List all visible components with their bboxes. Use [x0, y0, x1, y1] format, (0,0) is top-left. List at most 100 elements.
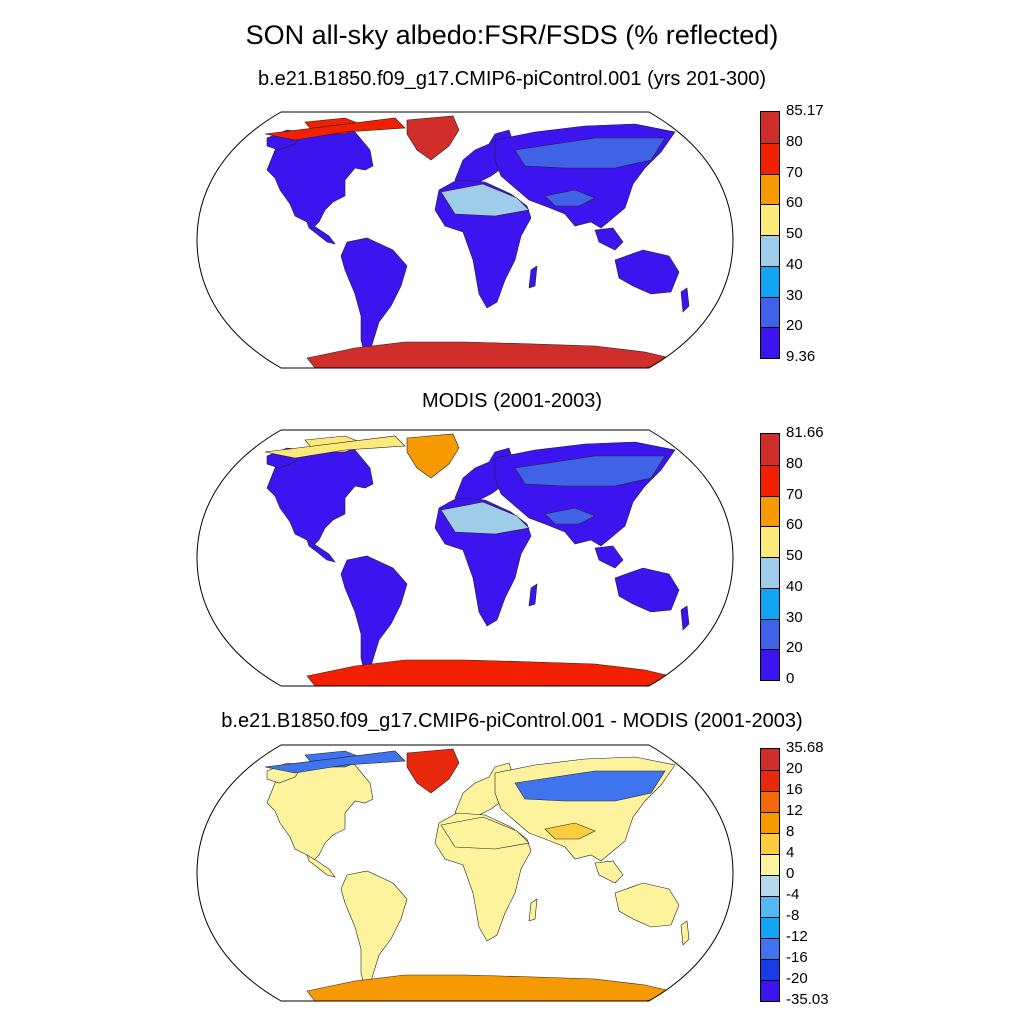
siberia-region — [514, 137, 666, 169]
colorbar-tick-label: 50 — [786, 547, 803, 564]
australia-region — [614, 882, 680, 928]
colorbar-swatch — [761, 980, 779, 1001]
seAsia-region — [594, 227, 624, 251]
antarctica-region — [306, 974, 680, 1001]
madagascar-region — [528, 898, 538, 922]
colorbar-swatch — [761, 173, 779, 205]
colorbar-tick-label: 20 — [786, 760, 803, 777]
southAmerica-region — [340, 870, 408, 990]
colorbar-tick-label: -35.03 — [786, 991, 829, 1008]
colorbar-swatch — [761, 112, 779, 143]
colorbar-swatch — [761, 854, 779, 875]
colorbar-swatch — [761, 235, 779, 266]
colorbar-swatch — [761, 791, 779, 812]
colorbar-tick-label: 60 — [786, 194, 803, 212]
panel-title-obs: MODIS (2001-2003) — [421, 390, 603, 412]
arctic-region — [264, 117, 406, 141]
colorbar-tick-label: 35.68 — [786, 739, 824, 756]
greenland-region — [406, 115, 460, 161]
antarctica-region — [306, 659, 680, 686]
tibet-region — [544, 189, 596, 207]
siberia-region — [514, 455, 666, 487]
map-model — [196, 111, 734, 369]
colorbar-tick-label: 0 — [786, 865, 795, 882]
map-frame — [196, 111, 734, 369]
tibet-region — [544, 507, 596, 525]
colorbar-swatch — [761, 265, 779, 297]
saharaBand-region — [440, 183, 530, 217]
centralAmerica-region — [306, 221, 336, 245]
colorbar-tick-label: 70 — [786, 163, 803, 181]
colorbar-diff — [760, 748, 780, 1002]
panel-title-diff: b.e21.B1850.f09_g17.CMIP6-piControl.001 … — [221, 710, 803, 732]
australia-region — [614, 249, 680, 295]
colorbar-swatch — [761, 833, 779, 854]
colorbar-swatch — [761, 959, 779, 980]
greenland-region — [406, 433, 460, 479]
colorbar-swatch — [761, 749, 779, 770]
colorbar-tick-label: 8 — [786, 823, 795, 840]
arctic-region — [264, 750, 406, 774]
seAsia-region — [594, 545, 624, 569]
map-frame — [196, 429, 734, 687]
colorbar-tick-label: 4 — [786, 844, 795, 861]
colorbar-swatch — [761, 464, 779, 496]
colorbar-tick-label: -8 — [786, 907, 800, 924]
southAmerica-region — [340, 555, 408, 675]
colorbar-swatch — [761, 204, 779, 235]
centralAmerica-region — [306, 539, 336, 563]
colorbar-tick-label: 30 — [786, 608, 803, 626]
colorbar-model — [760, 111, 780, 359]
colorbar-tick-label: -16 — [786, 949, 808, 966]
colorbar-tick-label: 80 — [786, 454, 803, 472]
antarctica-region — [306, 341, 680, 368]
colorbar-tick-label: -12 — [786, 928, 808, 945]
colorbar-swatch — [761, 896, 779, 917]
colorbar-swatch — [761, 296, 779, 328]
colorbar-tick-label: 70 — [786, 485, 803, 503]
colorbar-swatch — [761, 495, 779, 527]
siberia-region — [514, 770, 666, 802]
panel-title-model: b.e21.B1850.f09_g17.CMIP6-piControl.001 … — [257, 68, 767, 90]
saharaBand-region — [440, 816, 530, 850]
colorbar-tick-label: 12 — [786, 802, 803, 819]
colorbar-tick-label: 81.66 — [786, 424, 824, 441]
colorbar-swatch — [761, 649, 779, 680]
colorbar-tick-label: -4 — [786, 886, 800, 903]
colorbar-swatch — [761, 938, 779, 959]
centralAmerica-region — [306, 854, 336, 878]
colorbar-swatch — [761, 812, 779, 833]
madagascar-region — [528, 265, 538, 289]
saharaBand-region — [440, 501, 530, 535]
colorbar-swatch — [761, 526, 779, 557]
colorbar-swatch — [761, 917, 779, 938]
map-frame — [196, 744, 734, 1002]
arctic-region — [264, 435, 406, 459]
figure-title: SON all-sky albedo:FSR/FSDS (% reflected… — [245, 20, 779, 50]
colorbar-tick-label: 40 — [786, 577, 803, 595]
colorbar-tick-label: 30 — [786, 286, 803, 304]
colorbar-tick-label: 40 — [786, 255, 803, 273]
newZealand-region — [680, 287, 690, 313]
map-diff — [196, 744, 734, 1002]
greenland-region — [406, 748, 460, 794]
colorbar-tick-label: 20 — [786, 639, 803, 657]
colorbar-tick-label: 16 — [786, 781, 803, 798]
colorbar-swatch — [761, 587, 779, 619]
colorbar-tick-label: -20 — [786, 970, 808, 987]
colorbar-tick-label: 0 — [786, 670, 795, 687]
colorbar-tick-label: 85.17 — [786, 102, 824, 119]
tibet-region — [544, 822, 596, 840]
colorbar-swatch — [761, 327, 779, 358]
colorbar-swatch — [761, 557, 779, 588]
colorbar-swatch — [761, 770, 779, 791]
southAmerica-region — [340, 237, 408, 357]
australia-region — [614, 567, 680, 613]
colorbar-swatch — [761, 142, 779, 174]
madagascar-region — [528, 583, 538, 607]
newZealand-region — [680, 605, 690, 631]
seAsia-region — [594, 860, 624, 884]
colorbar-tick-label: 20 — [786, 317, 803, 335]
colorbar-tick-label: 60 — [786, 516, 803, 534]
colorbar-tick-label: 50 — [786, 225, 803, 242]
